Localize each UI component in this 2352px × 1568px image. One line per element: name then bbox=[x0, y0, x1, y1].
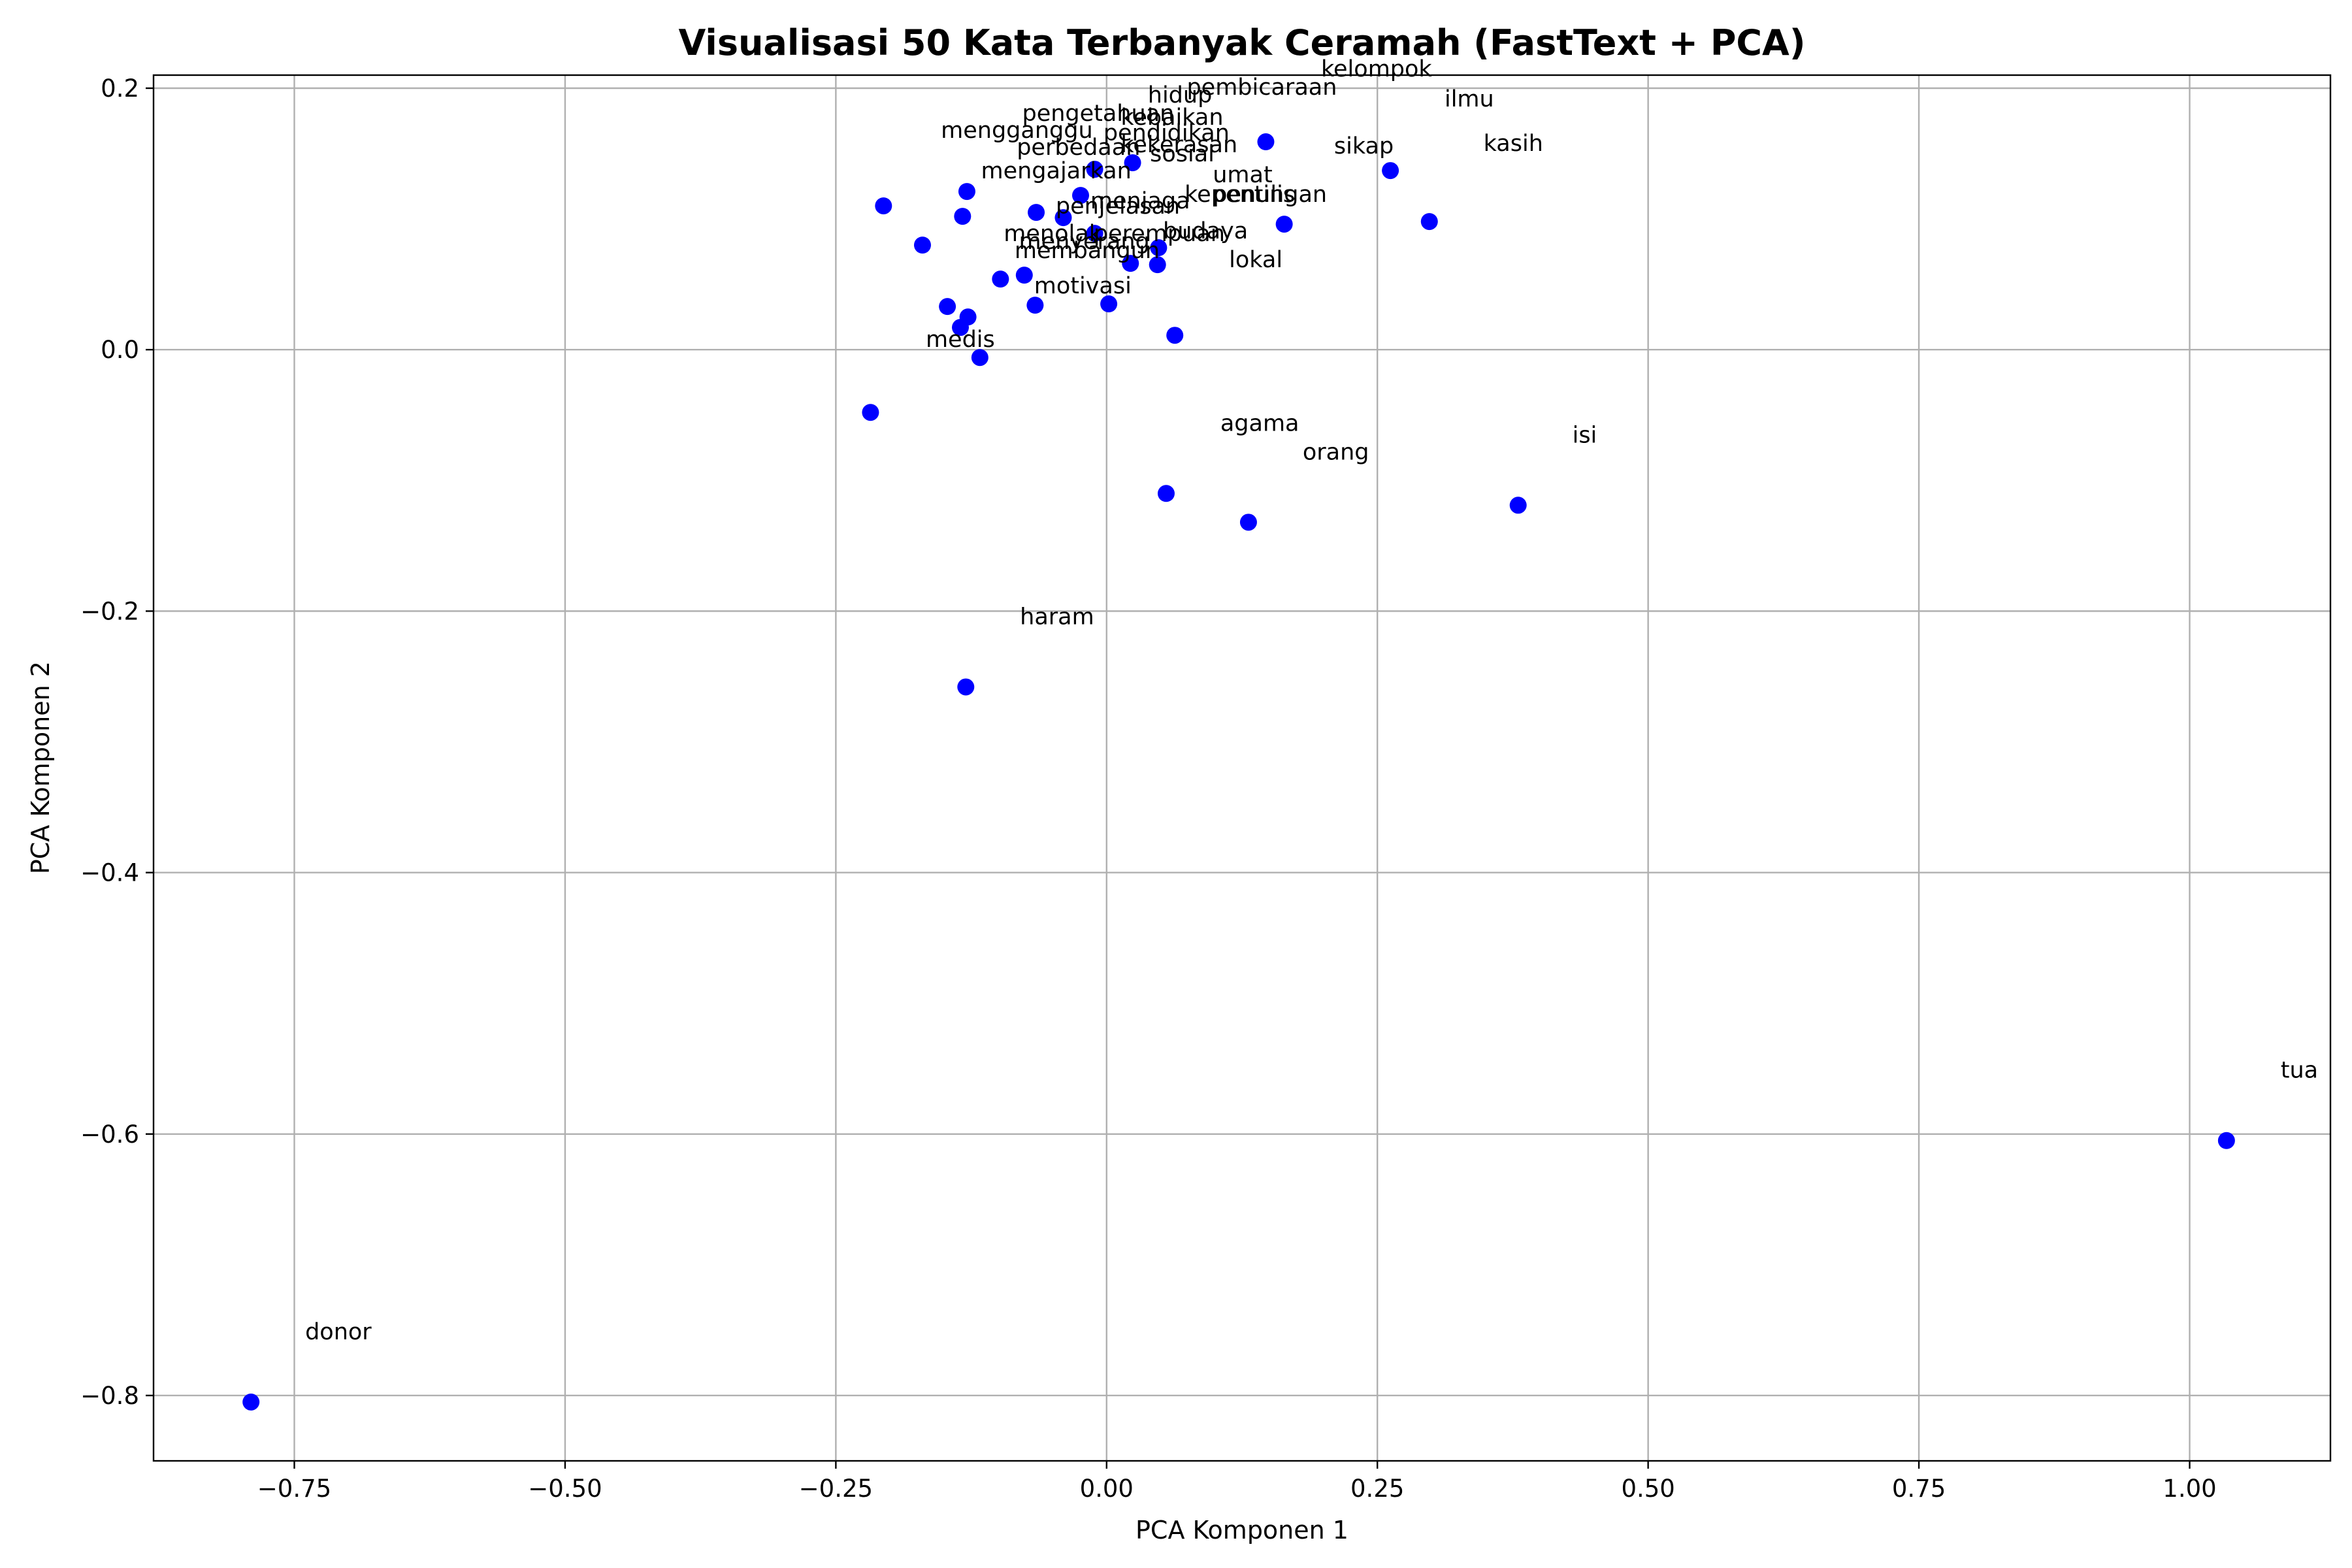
data-point bbox=[1420, 213, 1438, 231]
x-axis-label: PCA Komponen 1 bbox=[1135, 1516, 1348, 1544]
word-label: penjelasan bbox=[1056, 193, 1180, 220]
y-tick-label: 0.2 bbox=[101, 74, 139, 103]
word-label: perempuan bbox=[1094, 221, 1225, 247]
x-tick-label: −0.25 bbox=[799, 1475, 873, 1503]
data-point bbox=[2217, 1132, 2235, 1149]
word-label: orang bbox=[1303, 439, 1369, 465]
data-point bbox=[875, 197, 892, 215]
data-point bbox=[957, 678, 975, 696]
data-point bbox=[992, 270, 1009, 288]
word-label: medis bbox=[926, 327, 995, 353]
word-label: sikap bbox=[1334, 133, 1394, 159]
data-point bbox=[1124, 154, 1141, 172]
data-point bbox=[958, 183, 975, 201]
data-point bbox=[1149, 256, 1166, 274]
data-point bbox=[1157, 485, 1175, 502]
word-label: umat bbox=[1213, 162, 1272, 188]
word-label: mengajarkan bbox=[981, 158, 1131, 184]
word-label: budaya bbox=[1163, 218, 1248, 244]
data-point bbox=[959, 308, 977, 326]
word-label: menjaga bbox=[1090, 188, 1190, 214]
data-point bbox=[1150, 239, 1168, 257]
data-point bbox=[1086, 161, 1103, 178]
chart-title: Visualisasi 50 Kata Terbanyak Ceramah (F… bbox=[678, 22, 1805, 63]
word-label: ilmu bbox=[1445, 86, 1494, 112]
word-label: kasih bbox=[1484, 131, 1543, 157]
data-point bbox=[954, 208, 972, 225]
word-label: sosial bbox=[1150, 141, 1215, 167]
word-label: penulis bbox=[1213, 182, 1295, 208]
x-tick-label: 1.00 bbox=[2163, 1475, 2216, 1503]
word-label: kelompok bbox=[1321, 56, 1432, 82]
word-label: lokal bbox=[1229, 247, 1282, 273]
x-tick-label: −0.75 bbox=[257, 1475, 331, 1503]
x-tick-label: −0.50 bbox=[528, 1475, 602, 1503]
data-point bbox=[1086, 225, 1103, 242]
plot-frame bbox=[152, 74, 2332, 1462]
data-point bbox=[1382, 162, 1399, 180]
word-label: tua bbox=[2281, 1058, 2318, 1084]
y-tick-label: −0.4 bbox=[80, 859, 139, 887]
x-tick-label: 0.00 bbox=[1080, 1475, 1134, 1503]
word-label: agama bbox=[1220, 410, 1299, 436]
y-tick-label: −0.2 bbox=[80, 597, 139, 625]
data-point bbox=[1015, 267, 1033, 284]
x-tick-label: 0.25 bbox=[1350, 1475, 1404, 1503]
data-point bbox=[1026, 297, 1044, 314]
word-label: motivasi bbox=[1034, 273, 1132, 299]
word-label: pendidikan bbox=[1103, 120, 1230, 146]
x-axis-ticks: −0.75 −0.50 −0.25 0.00 0.25 0.50 0.75 1.00 bbox=[257, 1461, 2217, 1503]
data-point bbox=[913, 237, 931, 254]
data-point bbox=[862, 404, 879, 421]
word-label: haram bbox=[1020, 604, 1094, 630]
data-point bbox=[1054, 209, 1072, 227]
data-point bbox=[939, 298, 956, 316]
y-tick-label: 0.0 bbox=[101, 336, 139, 364]
word-label: hidup bbox=[1148, 82, 1213, 108]
data-point bbox=[1509, 497, 1527, 514]
word-label: mengganggu bbox=[941, 118, 1093, 144]
grid-lines bbox=[154, 75, 2330, 1461]
data-point bbox=[1239, 514, 1257, 531]
word-label: menolak bbox=[1004, 221, 1102, 247]
data-point bbox=[1122, 255, 1139, 272]
word-label: menyerang bbox=[1019, 229, 1150, 255]
word-label: kebaikan bbox=[1120, 105, 1223, 131]
y-tick-label: −0.8 bbox=[80, 1382, 139, 1410]
data-point bbox=[1275, 216, 1293, 233]
data-point bbox=[971, 349, 988, 367]
data-point bbox=[242, 1393, 260, 1411]
y-axis-ticks: 0.2 0.0 −0.2 −0.4 −0.6 −0.8 bbox=[80, 74, 154, 1410]
x-tick-label: 0.50 bbox=[1621, 1475, 1674, 1503]
word-label: isi bbox=[1573, 422, 1597, 448]
data-point bbox=[1100, 295, 1118, 313]
data-points bbox=[242, 133, 2235, 1411]
word-label: kekerasan bbox=[1120, 132, 1237, 158]
data-point bbox=[1028, 204, 1045, 221]
y-tick-label: −0.6 bbox=[80, 1120, 139, 1149]
data-point bbox=[1166, 327, 1184, 344]
word-label: kepentingan bbox=[1184, 182, 1327, 208]
word-label: perbedaan bbox=[1017, 135, 1140, 161]
word-label: donor bbox=[305, 1319, 372, 1345]
x-tick-label: 0.75 bbox=[1892, 1475, 1946, 1503]
word-label: membangun bbox=[1015, 238, 1160, 264]
y-axis-label: PCA Komponen 2 bbox=[26, 661, 55, 874]
word-label: pengetahuan bbox=[1022, 101, 1174, 127]
data-point bbox=[1257, 133, 1275, 151]
data-point bbox=[1072, 187, 1090, 204]
word-label: pembicaraan bbox=[1186, 74, 1337, 101]
